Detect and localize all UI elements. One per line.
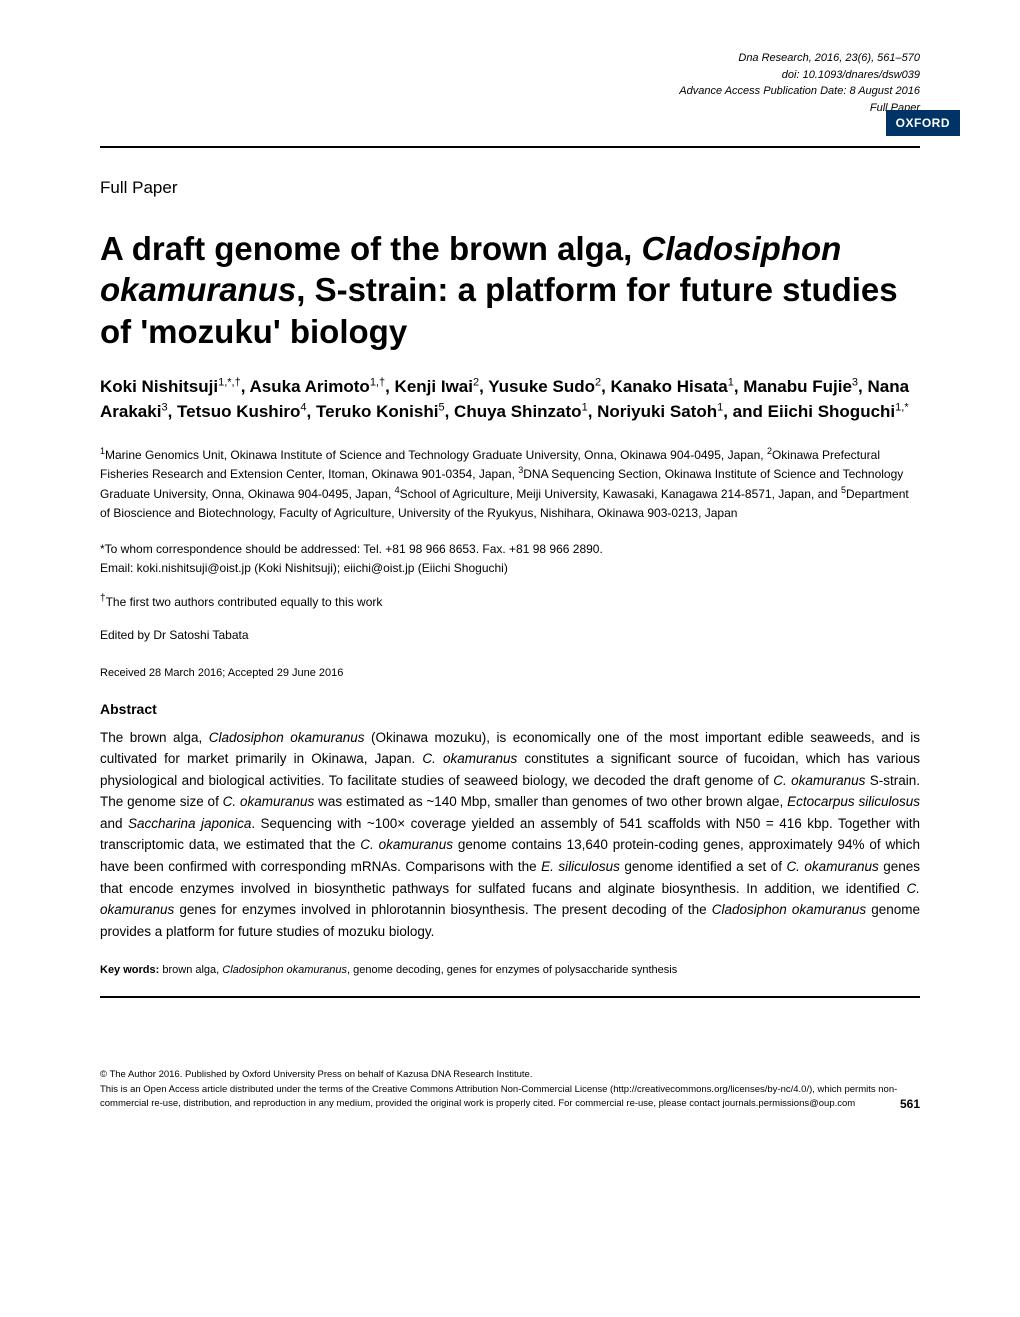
correspondence-email: Email: koki.nishitsuji@oist.jp (Koki Nis… [100, 559, 920, 578]
correspondence: *To whom correspondence should be addres… [100, 540, 920, 577]
article-title: A draft genome of the brown alga, Clados… [100, 228, 920, 352]
doi-line: doi: 10.1093/dnares/dsw039 [100, 67, 920, 84]
footer: © The Author 2016. Published by Oxford U… [100, 1068, 920, 1111]
journal-line: Dna Research, 2016, 23(6), 561–570 [100, 50, 920, 67]
keywords-text: brown alga, Cladosiphon okamuranus, geno… [159, 964, 677, 976]
authors: Koki Nishitsuji1,*,†, Asuka Arimoto1,†, … [100, 374, 920, 425]
license: This is an Open Access article distribut… [100, 1083, 920, 1112]
copyright: © The Author 2016. Published by Oxford U… [100, 1068, 920, 1082]
correspondence-tel: *To whom correspondence should be addres… [100, 540, 920, 559]
keywords-label: Key words: [100, 964, 159, 976]
title-part1: A draft genome of the brown alga, [100, 230, 641, 267]
affiliations: 1Marine Genomics Unit, Okinawa Institute… [100, 445, 920, 522]
contribution-note: †The first two authors contributed equal… [100, 591, 920, 612]
bottom-divider [100, 996, 920, 998]
publisher-badge: OXFORD [886, 110, 960, 136]
page-number: 561 [900, 1097, 920, 1111]
header-meta: Dna Research, 2016, 23(6), 561–570 doi: … [100, 50, 920, 116]
editor: Edited by Dr Satoshi Tabata [100, 626, 920, 645]
top-divider [100, 146, 920, 148]
abstract-heading: Abstract [100, 701, 920, 717]
abstract-body: The brown alga, Cladosiphon okamuranus (… [100, 727, 920, 943]
keywords: Key words: brown alga, Cladosiphon okamu… [100, 964, 920, 976]
dates: Received 28 March 2016; Accepted 29 June… [100, 667, 920, 679]
access-line: Advance Access Publication Date: 8 Augus… [100, 83, 920, 100]
section-label: Full Paper [100, 178, 920, 198]
type-line: Full Paper [100, 100, 920, 117]
